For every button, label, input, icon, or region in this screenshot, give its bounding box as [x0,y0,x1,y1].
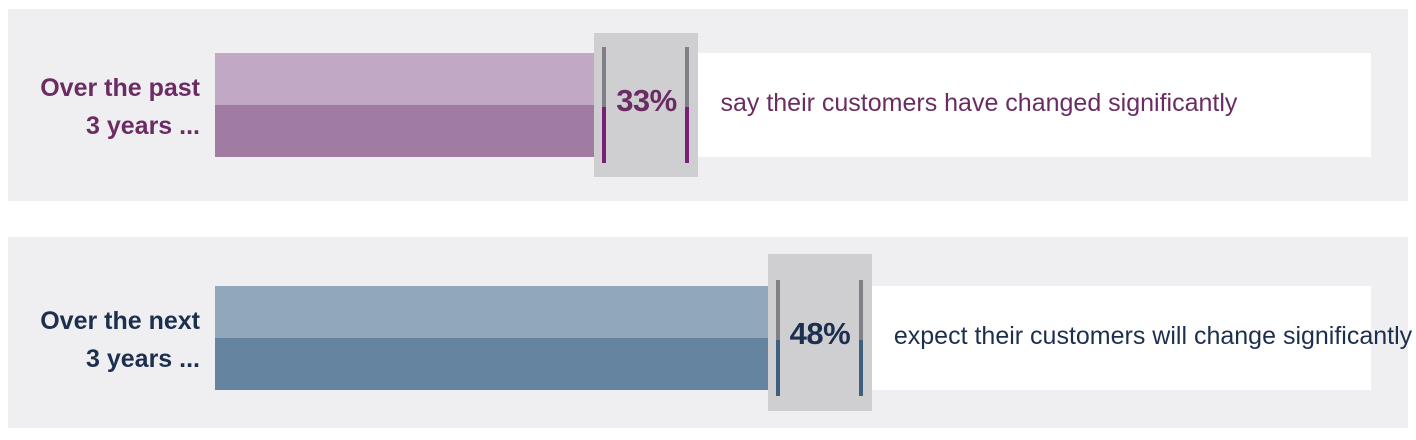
row-label: Over the past 3 years ... [40,69,200,145]
marker-tick-cap [602,47,607,107]
row-label: Over the next 3 years ... [40,302,200,378]
row-label-line-2: 3 years ... [86,345,200,373]
value-marker [594,33,699,177]
value-label: 33% [616,83,677,118]
bar-fill-dark [215,105,645,157]
value-marker [767,254,872,411]
marker-tick-cap [775,280,780,340]
value-label: 48% [789,316,851,351]
row-label-line-1: Over the next [40,307,200,335]
row-label-line-1: Over the past [40,74,200,102]
marker-tick-cap [685,47,690,107]
marker-tick-left [775,280,780,396]
bar-fill [215,53,645,157]
bar-fill [215,286,818,390]
row-description: expect their customers will change signi… [893,322,1413,350]
bar-fill-light [215,286,818,338]
marker-tick-left [602,47,607,163]
row-label-line-2: 3 years ... [86,112,200,140]
marker-tick-cap [858,280,863,340]
marker-tick-right [858,280,863,396]
bar-fill-dark [215,338,818,390]
bar-track [215,53,1371,157]
bar-fill-light [215,53,645,105]
marker-tick-right [685,47,690,163]
row-description: say their customers have changed signifi… [720,89,1238,117]
